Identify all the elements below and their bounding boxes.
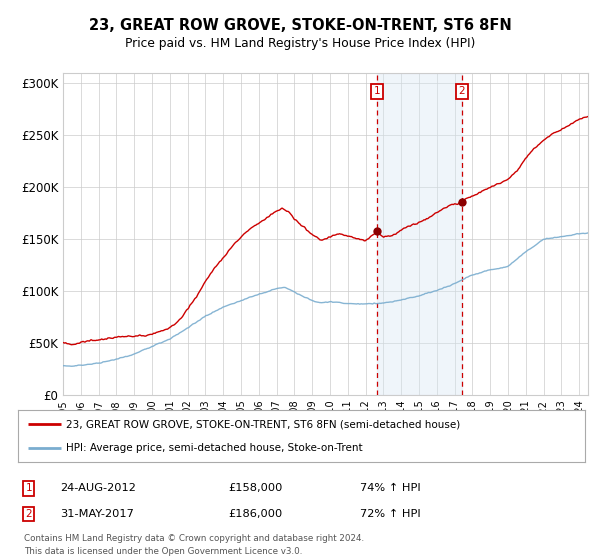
Text: Contains HM Land Registry data © Crown copyright and database right 2024.
This d: Contains HM Land Registry data © Crown c… [24,534,364,556]
Text: 1: 1 [25,483,32,493]
Text: 23, GREAT ROW GROVE, STOKE-ON-TRENT, ST6 8FN (semi-detached house): 23, GREAT ROW GROVE, STOKE-ON-TRENT, ST6… [66,419,460,430]
Text: HPI: Average price, semi-detached house, Stoke-on-Trent: HPI: Average price, semi-detached house,… [66,443,363,453]
Text: 2: 2 [25,509,32,519]
Text: Price paid vs. HM Land Registry's House Price Index (HPI): Price paid vs. HM Land Registry's House … [125,37,475,50]
Text: £186,000: £186,000 [228,509,282,519]
Text: 72% ↑ HPI: 72% ↑ HPI [360,509,421,519]
Text: 1: 1 [374,86,380,96]
Text: 2: 2 [458,86,466,96]
Bar [377,73,462,395]
Text: 24-AUG-2012: 24-AUG-2012 [60,483,136,493]
Text: 74% ↑ HPI: 74% ↑ HPI [360,483,421,493]
Text: 31-MAY-2017: 31-MAY-2017 [60,509,134,519]
Text: 23, GREAT ROW GROVE, STOKE-ON-TRENT, ST6 8FN: 23, GREAT ROW GROVE, STOKE-ON-TRENT, ST6… [89,18,511,32]
Text: £158,000: £158,000 [228,483,283,493]
